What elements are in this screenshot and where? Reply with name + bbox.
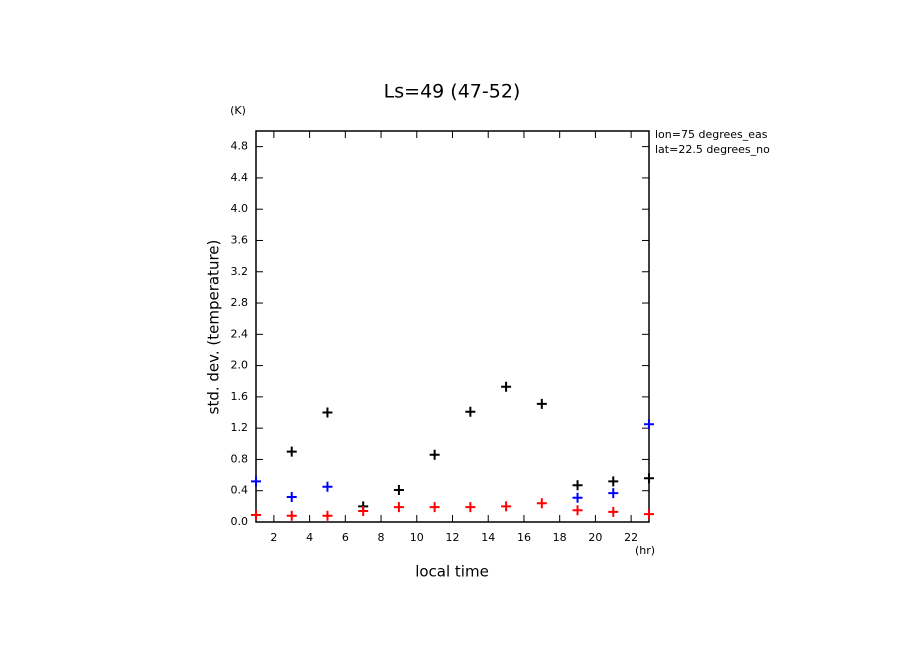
marker <box>429 449 440 460</box>
marker <box>572 480 583 491</box>
marker <box>251 509 261 520</box>
marker <box>608 488 619 499</box>
marker <box>429 502 440 513</box>
y-tick-label: 0.0 <box>231 515 249 528</box>
marker <box>644 509 654 520</box>
marker <box>465 502 476 513</box>
y-unit: (K) <box>230 104 246 117</box>
marker <box>572 505 583 516</box>
x-tick-label: 4 <box>306 531 313 544</box>
marker <box>286 510 297 521</box>
marker <box>286 446 297 457</box>
marker <box>393 484 404 495</box>
marker <box>608 506 619 517</box>
plot-frame <box>255 130 650 523</box>
x-tick-label: 12 <box>446 531 460 544</box>
annotation: lat=22.5 degrees_no <box>655 143 770 156</box>
marker <box>286 491 297 502</box>
annotation: lon=75 degrees_eas <box>655 128 768 141</box>
x-tick-label: 14 <box>481 531 495 544</box>
marker <box>465 406 476 417</box>
marker <box>572 492 583 503</box>
x-tick-label: 20 <box>588 531 602 544</box>
marker <box>644 419 654 430</box>
marker <box>322 510 333 521</box>
marker <box>501 501 512 512</box>
marker <box>536 498 547 509</box>
y-tick-label: 2.4 <box>231 327 249 340</box>
marker <box>393 502 404 513</box>
x-tick-label: 8 <box>378 531 385 544</box>
x-tick-label: 18 <box>553 531 567 544</box>
marker <box>608 476 619 487</box>
chart-title: Ls=49 (47-52) <box>384 81 521 103</box>
x-tick-label: 22 <box>624 531 638 544</box>
y-tick-label: 0.8 <box>231 452 249 465</box>
y-tick-label: 3.2 <box>231 265 249 278</box>
x-axis-label: local time <box>415 563 489 581</box>
y-tick-label: 4.4 <box>231 171 249 184</box>
y-tick-label: 2.8 <box>231 296 249 309</box>
marker <box>536 398 547 409</box>
y-tick-label: 3.6 <box>231 233 249 246</box>
y-tick-label: 4.0 <box>231 202 249 215</box>
marker <box>358 506 369 517</box>
y-tick-label: 1.6 <box>231 390 249 403</box>
x-unit: (hr) <box>635 544 655 557</box>
marker <box>501 381 512 392</box>
y-axis-label: std. dev. (temperature) <box>205 240 223 415</box>
marker <box>322 407 333 418</box>
x-tick-label: 6 <box>342 531 349 544</box>
y-tick-label: 0.4 <box>231 484 249 497</box>
y-tick-label: 4.8 <box>231 140 249 153</box>
marker <box>322 481 333 492</box>
marker <box>251 476 261 487</box>
marker <box>644 473 654 484</box>
y-tick-label: 2.0 <box>231 359 249 372</box>
y-tick-label: 1.2 <box>231 421 249 434</box>
x-tick-label: 2 <box>270 531 277 544</box>
x-tick-label: 10 <box>410 531 424 544</box>
x-tick-label: 16 <box>517 531 531 544</box>
